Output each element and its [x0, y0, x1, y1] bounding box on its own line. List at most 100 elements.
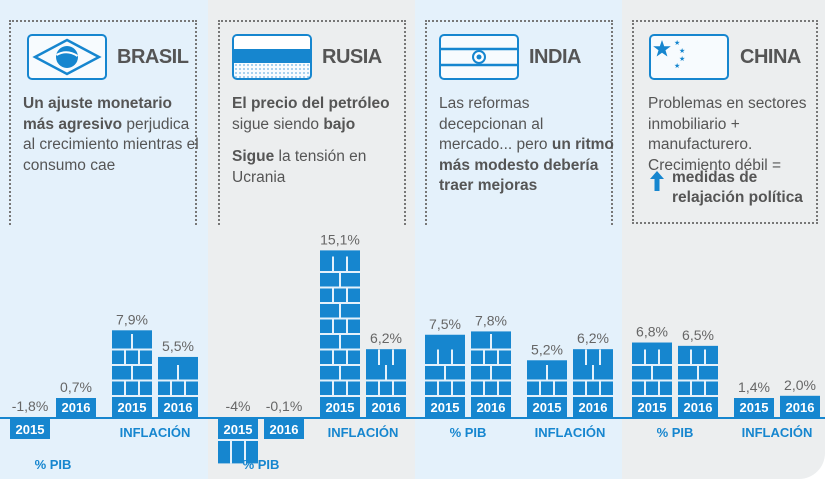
bar	[264, 419, 304, 439]
value-label: 6,8%	[636, 324, 668, 340]
emphasis-text: bajo	[323, 115, 356, 133]
bar-china-pib-2016: 2016 6,5%	[678, 327, 718, 418]
bar-rusia-inflacion-2016: 2016 6,2%	[366, 330, 406, 418]
emphasis-text: Sigue	[232, 148, 275, 165]
body-text: sigue siendo	[232, 115, 324, 133]
year-label: 2015	[224, 422, 253, 437]
category-label: INFLACIÓN	[328, 425, 399, 440]
year-label: 2016	[164, 400, 193, 415]
body-text: Las reformas decepcionan al mercado... p…	[439, 95, 552, 153]
description-paragraph: Las reformas decepcionan al mercado... p…	[439, 94, 619, 197]
value-label: 15,1%	[320, 231, 360, 247]
emphasis-text: Un ajuste monetario más agresivo	[23, 95, 172, 133]
value-label: 7,9%	[116, 311, 148, 327]
card-china: ★ ★ ★ ★ CHINA Problemas en sectores inmo…	[632, 20, 818, 224]
country-description: Un ajuste monetario más agresivo perjudi…	[23, 94, 203, 188]
svg-text:★: ★	[679, 55, 685, 63]
category-label: INFLACIÓN	[120, 425, 191, 440]
bar-rusia-inflacion-2015: 2015 15,1%	[320, 231, 360, 418]
india-flag-icon	[439, 34, 519, 80]
bar-brasil-inflacion-2015: 2015 7,9%	[112, 311, 152, 418]
description-paragraph: Un ajuste monetario más agresivo perjudi…	[23, 94, 203, 176]
value-label: -1,8%	[12, 398, 49, 414]
policy-easing-text: medidas de relajación política	[672, 169, 803, 206]
value-label: -4%	[226, 398, 251, 414]
bar-india-pib-2015: 2015 7,5%	[425, 316, 465, 418]
card-brasil: BRASIL Un ajuste monetario más agresivo …	[9, 20, 199, 225]
bar	[10, 419, 50, 439]
value-label: 6,2%	[370, 330, 402, 346]
bar	[780, 395, 820, 418]
year-label: 2016	[270, 422, 299, 437]
category-label: INFLACIÓN	[535, 425, 606, 440]
up-arrow-icon	[650, 171, 664, 191]
bar-rusia-pib-2016: 2016 -0,1%	[264, 398, 304, 439]
value-label: 1,4%	[738, 379, 770, 395]
description-paragraph: El precio del petróleo sigue siendo bajo	[232, 94, 412, 135]
value-label: -0,1%	[266, 398, 303, 414]
svg-text:★: ★	[674, 62, 680, 70]
bar-brasil-pib-2015: 2015 -1,8%	[10, 398, 50, 439]
bar	[218, 419, 258, 464]
bar	[366, 349, 406, 418]
value-label: 0,7%	[60, 379, 92, 395]
year-label: 2015	[431, 400, 460, 415]
country-name: RUSIA	[322, 46, 382, 68]
policy-easing-note: medidas de relajación política	[648, 168, 818, 208]
category-label: % PIB	[657, 425, 694, 440]
year-label: 2016	[684, 400, 713, 415]
country-description: El precio del petróleo sigue siendo bajo…	[232, 94, 412, 200]
value-label: 7,5%	[429, 316, 461, 332]
bar	[56, 398, 96, 418]
year-label: 2016	[62, 400, 91, 415]
bar	[678, 345, 718, 418]
year-label: 2016	[477, 400, 506, 415]
bar-brasil-inflacion-2016: 2016 5,5%	[158, 338, 198, 418]
category-label: INFLACIÓN	[742, 425, 813, 440]
category-label: % PIB	[35, 457, 72, 472]
bar	[573, 349, 613, 418]
body-text: Problemas en sectores inmobiliario + man…	[648, 95, 807, 174]
body-text: perjudica al crecimiento mientras el con…	[23, 115, 199, 174]
card-india: INDIA Las reformas decepcionan al mercad…	[425, 20, 614, 225]
emphasis-text: El precio del petróleo	[232, 95, 390, 112]
value-label: 5,2%	[531, 341, 563, 357]
bar-china-pib-2015: 2015 6,8%	[632, 324, 672, 418]
description-paragraph: Problemas en sectores inmobiliario + man…	[648, 94, 820, 176]
bar-india-inflacion-2015: 2015 5,2%	[527, 341, 567, 418]
year-label: 2016	[786, 400, 815, 415]
svg-text:★: ★	[679, 47, 685, 55]
country-description: Problemas en sectores inmobiliario + man…	[648, 94, 820, 188]
year-label: 2015	[638, 400, 667, 415]
year-label: 2015	[16, 422, 45, 437]
country-name: INDIA	[529, 46, 581, 68]
country-description: Las reformas decepcionan al mercado... p…	[439, 94, 619, 209]
emphasis-text: un ritmo más modesto debería traer mejor…	[439, 136, 614, 194]
bar-india-inflacion-2016: 2016 6,2%	[573, 330, 613, 418]
russia-flag-icon	[232, 34, 312, 80]
description-paragraph: Sigue la tensión en Ucrania	[232, 147, 412, 188]
value-label: 6,5%	[682, 327, 714, 343]
china-flag-icon: ★ ★ ★ ★	[649, 34, 729, 80]
value-label: 6,2%	[577, 330, 609, 346]
year-label: 2015	[326, 400, 355, 415]
bar-china-inflacion-2016: 2016 2,0%	[780, 377, 820, 418]
year-label: 2015	[533, 400, 562, 415]
country-name: BRASIL	[117, 46, 189, 68]
year-label: 2016	[579, 400, 608, 415]
body-text: la tensión en Ucrania	[232, 148, 367, 186]
bar	[734, 398, 774, 418]
year-label: 2016	[372, 400, 401, 415]
value-label: 7,8%	[475, 312, 507, 328]
value-label: 2,0%	[784, 377, 816, 393]
category-label: % PIB	[450, 425, 487, 440]
country-name: CHINA	[740, 46, 801, 68]
bar-rusia-pib-2015: 2015 -4%	[218, 398, 258, 464]
card-rusia: RUSIA El precio del petróleo sigue siend…	[218, 20, 406, 225]
bar-brasil-pib-2016: 2016 0,7%	[56, 379, 96, 418]
year-label: 2015	[740, 400, 769, 415]
category-label: % PIB	[243, 457, 280, 472]
bar-china-inflacion-2015: 2015 1,4%	[734, 379, 774, 418]
value-label: 5,5%	[162, 338, 194, 354]
